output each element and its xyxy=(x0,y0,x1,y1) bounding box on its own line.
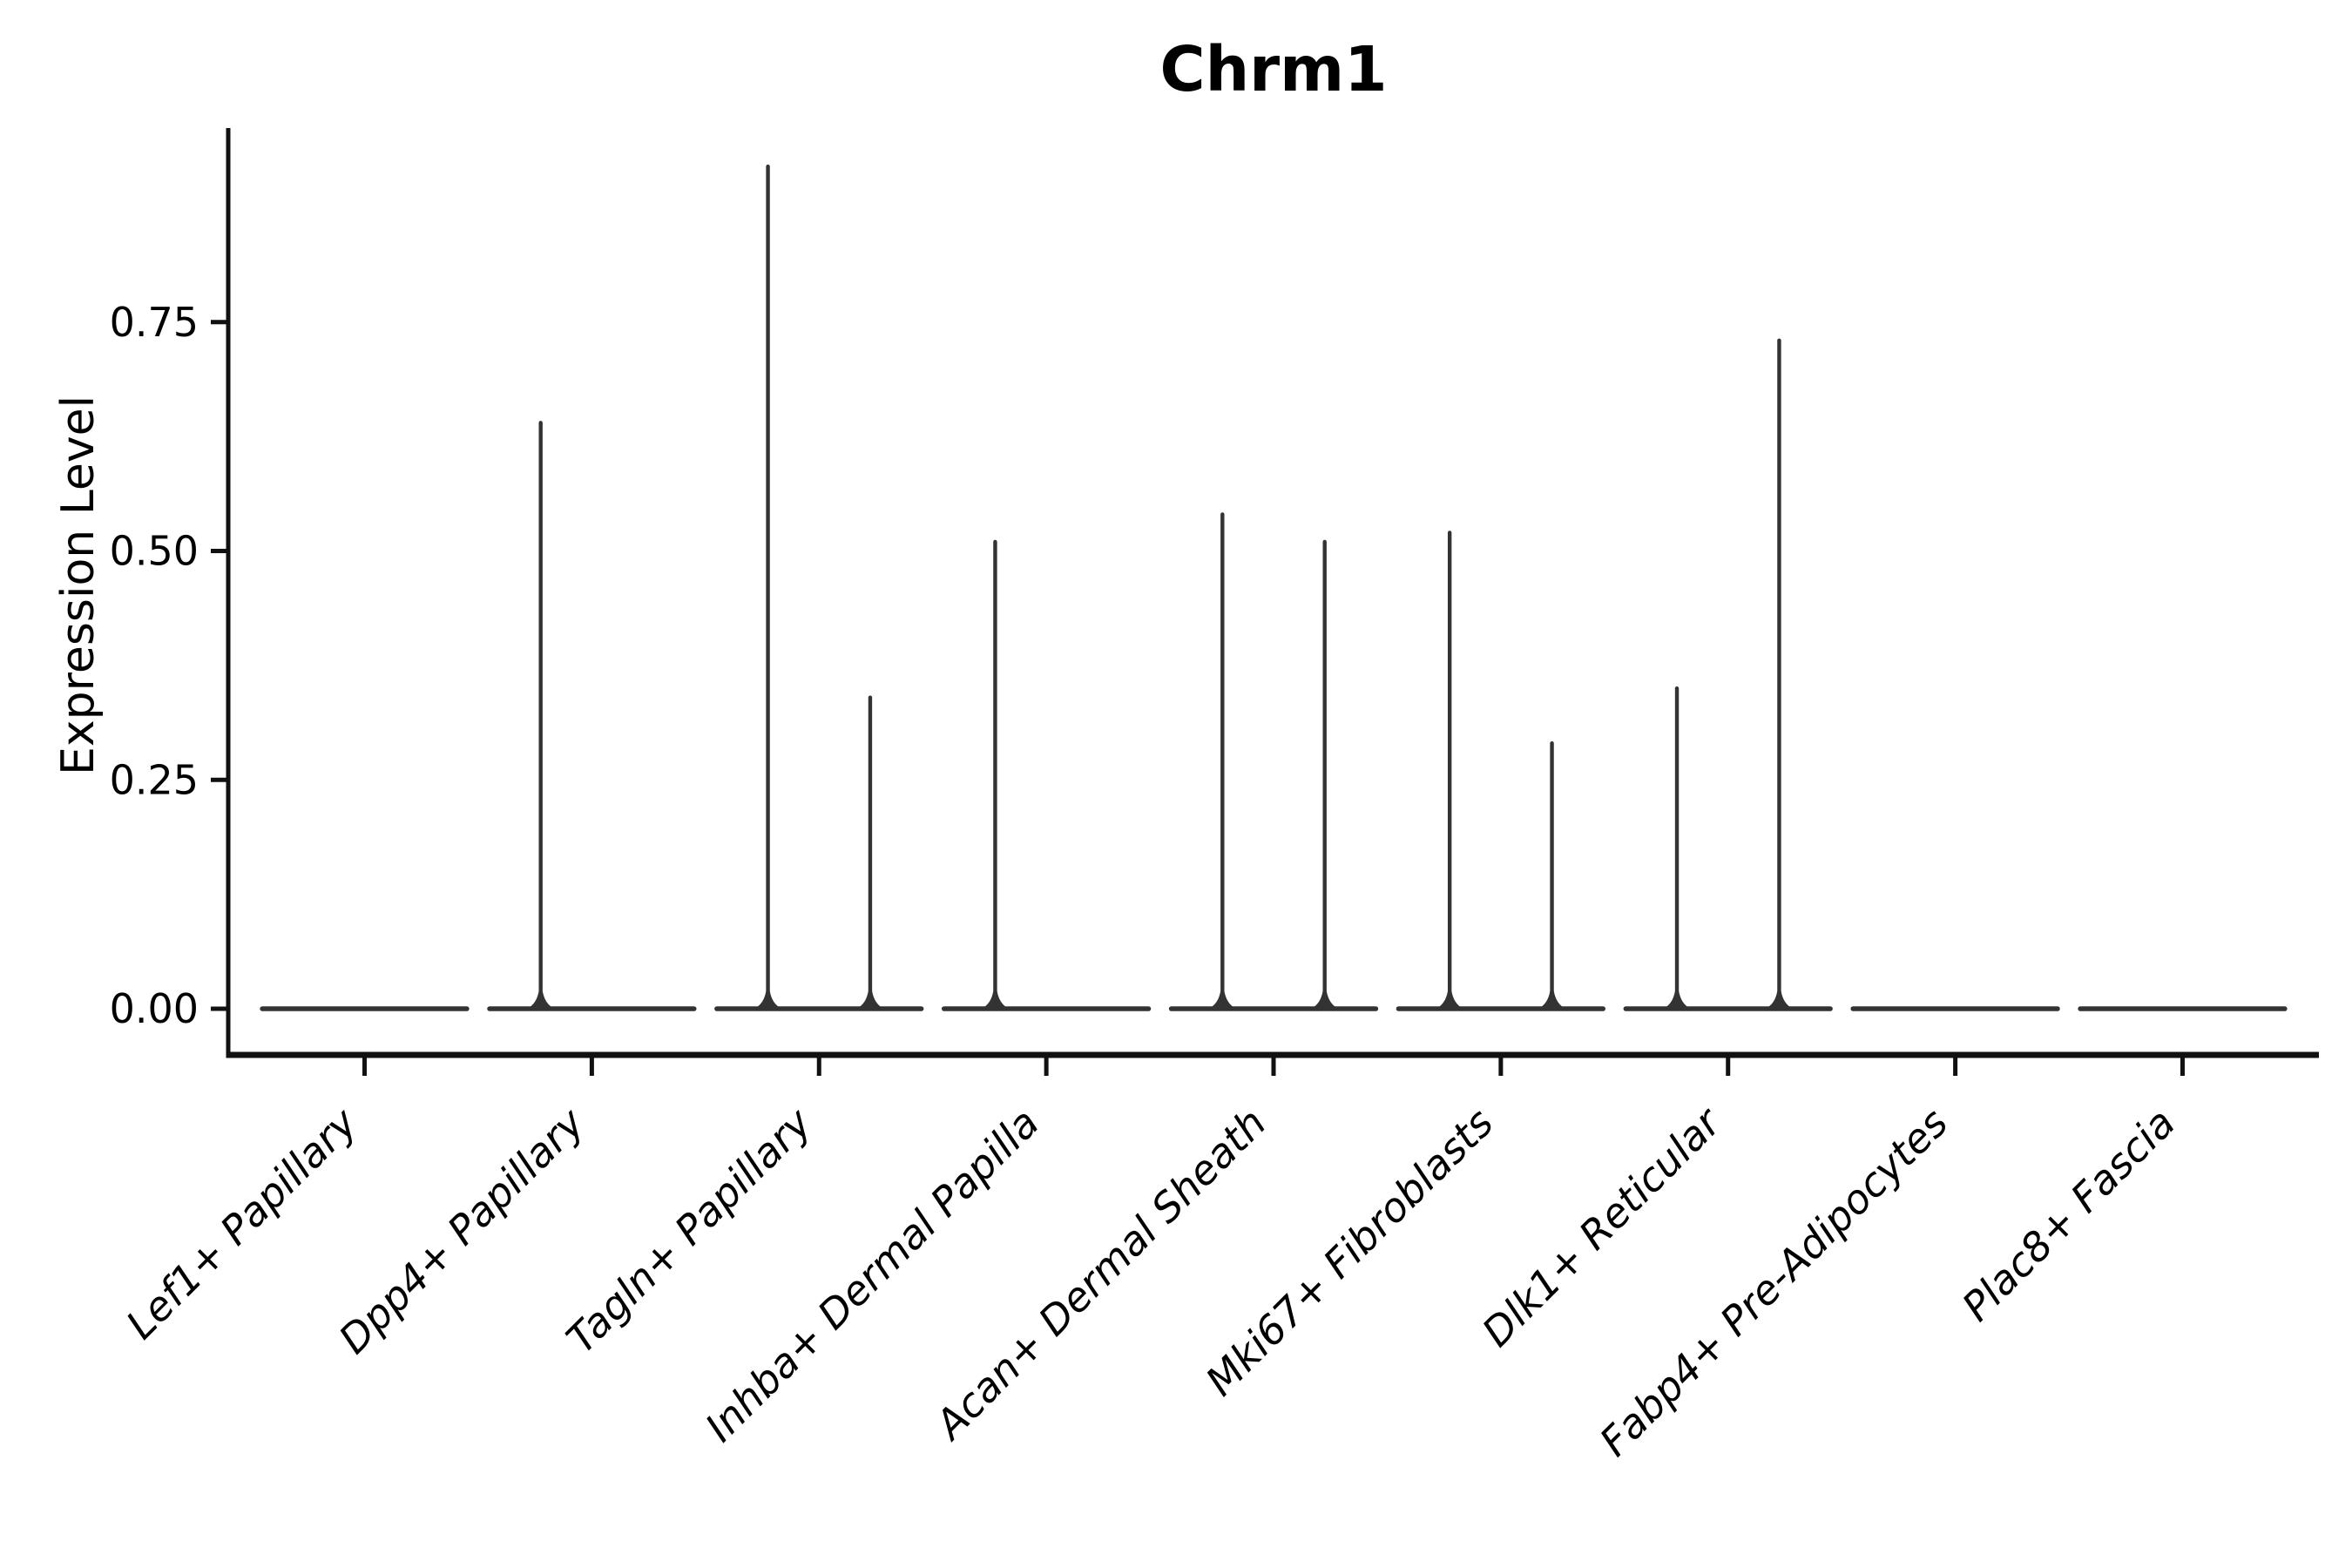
x-tick-label: Dlk1+ Reticular xyxy=(1473,1097,1732,1355)
x-tick-label: Lef1+ Papillary xyxy=(117,1098,366,1348)
x-tick-label: Dpp4+ Papillary xyxy=(329,1098,593,1362)
x-tick-label: Plac8+ Fascia xyxy=(1953,1099,2184,1330)
y-tick-label: 0.00 xyxy=(110,985,199,1032)
plot-title: Chrm1 xyxy=(1159,33,1388,105)
y-tick-label: 0.50 xyxy=(110,528,199,575)
y-tick-label: 0.25 xyxy=(110,756,199,803)
y-tick-label: 0.75 xyxy=(110,299,199,346)
x-tick-label: Tagln+ Papillary xyxy=(558,1098,821,1362)
